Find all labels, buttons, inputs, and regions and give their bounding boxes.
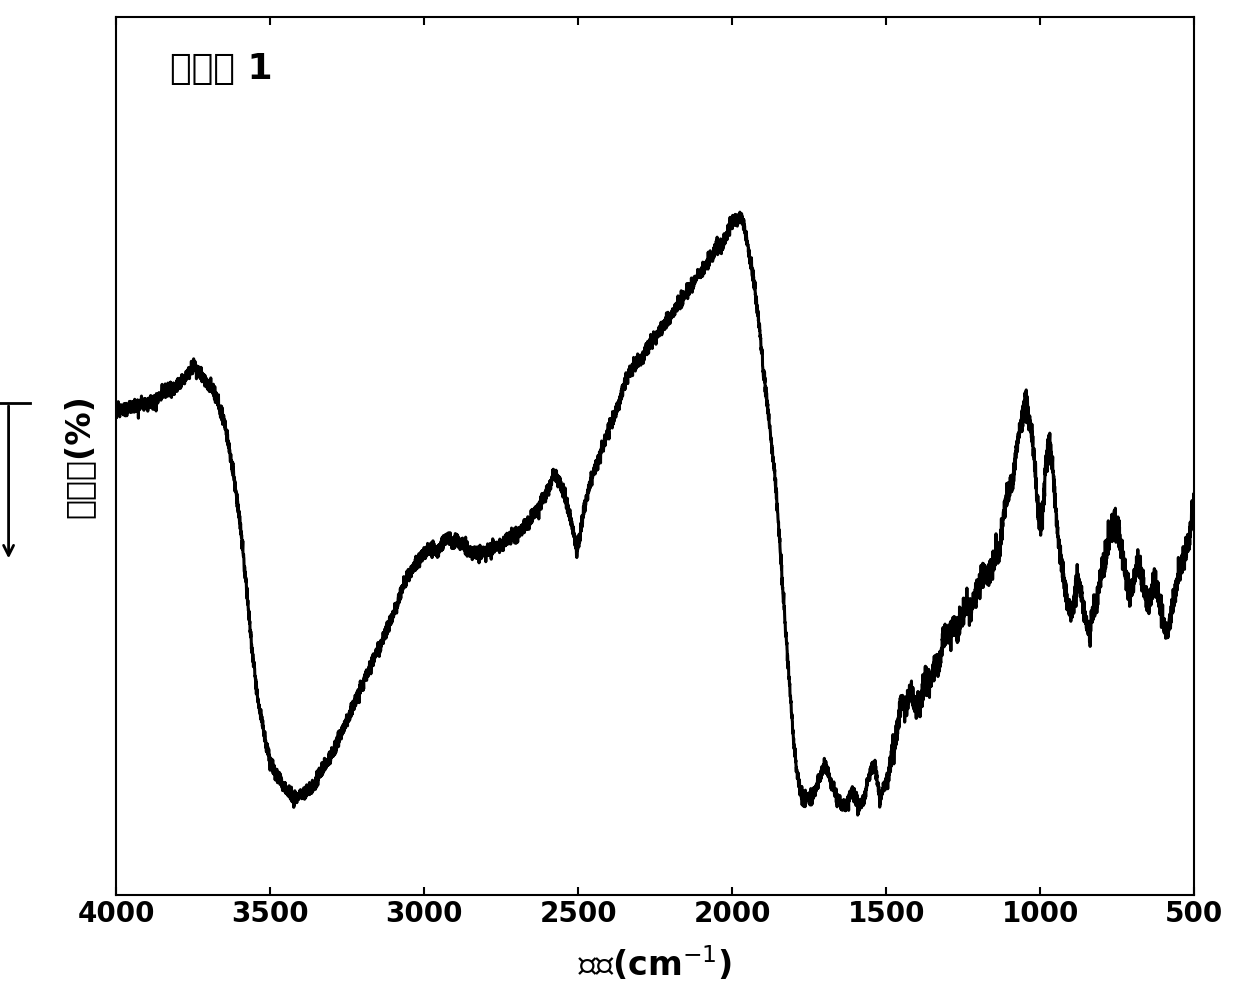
Y-axis label: 透过率(%): 透过率(%) [62,394,95,518]
X-axis label: 波数(cm$^{-1}$): 波数(cm$^{-1}$) [578,945,733,983]
Text: 化合物 1: 化合物 1 [170,52,273,86]
